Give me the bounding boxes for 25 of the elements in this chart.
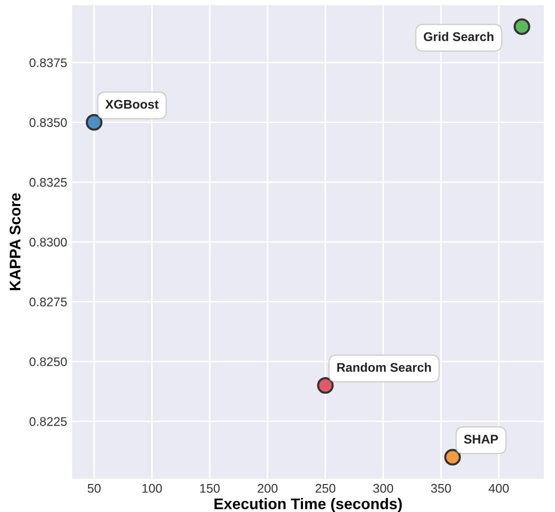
annotation: XGBoost (105, 100, 159, 109)
annotation: Random Search (337, 362, 431, 372)
x-tick-label: 200 (258, 484, 278, 493)
y-tick-label: 0.8225 (30, 417, 67, 426)
annotation: Grid Search (424, 32, 494, 42)
x-tick-label: 400 (488, 484, 509, 493)
y-axis-title: KAPPA Score (10, 193, 20, 290)
x-tick-label: 150 (200, 484, 220, 493)
x-axis-title: Execution Time (seconds) (214, 498, 402, 512)
y-tick-label: 0.8300 (30, 238, 67, 247)
y-tick-label: 0.8250 (30, 357, 67, 366)
point (444, 448, 461, 466)
x-tick-label: 250 (316, 484, 336, 493)
x-tick-label: 100 (142, 484, 162, 493)
point (514, 18, 530, 35)
annotation: SHAP (464, 434, 498, 444)
x-tick-label: 350 (431, 484, 451, 493)
y-tick-label: 0.8350 (30, 118, 67, 127)
point (86, 114, 102, 131)
point (317, 377, 334, 394)
x-tick-label: 50 (88, 484, 101, 493)
y-tick-label: 0.8325 (30, 178, 67, 187)
x-tick-label: 300 (373, 484, 394, 493)
y-tick-label: 0.8375 (30, 58, 67, 68)
y-tick-label: 0.8275 (30, 298, 67, 306)
